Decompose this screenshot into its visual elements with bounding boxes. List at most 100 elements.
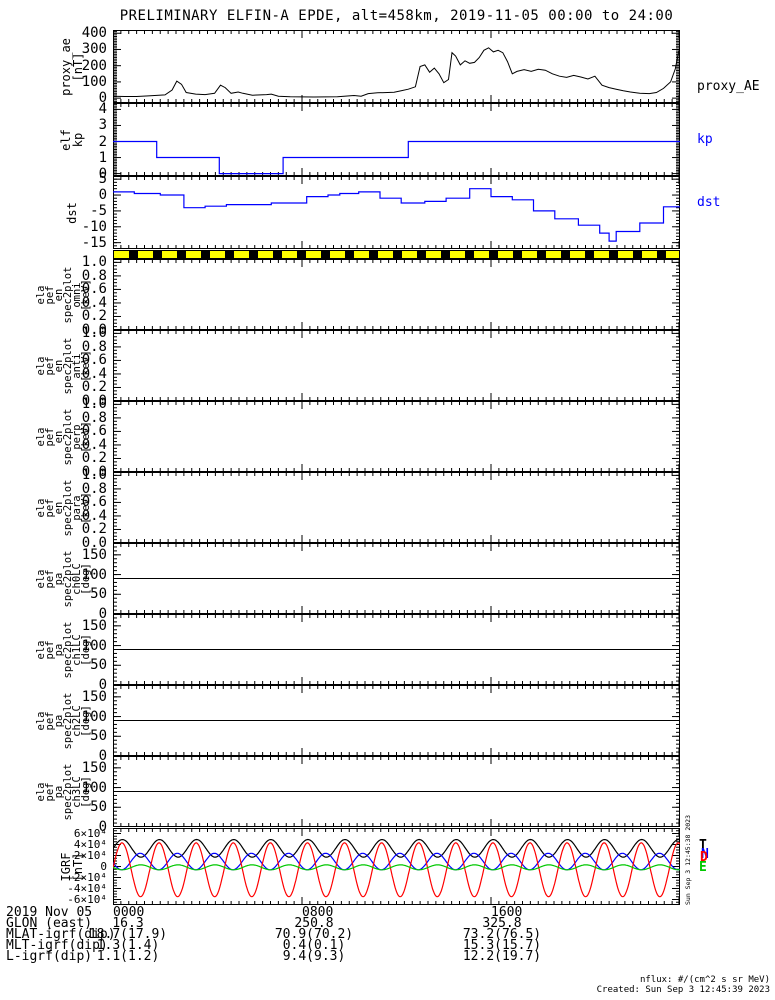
- igrf-legend-T: T: [699, 838, 707, 853]
- y-tick-label: 0.4: [81, 436, 107, 453]
- y-tick-label: 0.2: [81, 379, 107, 396]
- axis-row-value: 18.7(17.9): [88, 927, 168, 942]
- plot-title: PRELIMINARY ELFIN-A EPDE, alt=458km, 201…: [119, 8, 674, 24]
- y-tick-label: 0.4: [81, 507, 107, 524]
- panel-ela_pef_en_spec2plot_anti: [113, 330, 680, 401]
- panel-dst: [113, 176, 680, 249]
- y-axis-label-ela_pef_en_spec2plot_anti: ela pef en spec2plot anti [keV]: [35, 337, 92, 394]
- y-axis-label-dst: dst: [65, 201, 79, 224]
- igrf-legend-D: D: [700, 850, 708, 865]
- y-tick-label: 400: [81, 25, 107, 42]
- y-axis-label-ela_pef_en_spec2plot_omni: ela pef en spec2plot omni [keV]: [35, 266, 92, 323]
- igrf-legend-E: E: [699, 860, 707, 875]
- y-tick-label: 0.8: [81, 267, 107, 284]
- y-tick-label: 0.0: [81, 322, 107, 338]
- series-proxy_ae: [113, 47, 680, 98]
- y-tick-label: 1.0: [81, 254, 107, 271]
- y-tick-label: -15: [81, 234, 107, 251]
- axis-row-value: 70.9(70.2): [274, 927, 354, 942]
- y-axis-label-ela_pef_pa_spec2plot_ch3LC: ela pef pa spec2plot ch3LC [deg]: [35, 763, 92, 820]
- panel-igrf: [113, 828, 680, 905]
- y-tick-label: 1: [98, 149, 107, 166]
- y-tick-label: 100: [81, 708, 107, 725]
- y-tick-label: 0.4: [81, 365, 107, 382]
- y-tick-label: -10: [81, 218, 107, 235]
- y-tick-label: 100: [81, 566, 107, 583]
- y-tick-label: 1.0: [81, 325, 107, 342]
- y-tick-label: 0.8: [81, 409, 107, 426]
- axis-row-label-glon: GLON (east): [6, 916, 93, 931]
- axis-row-value: 250.8: [294, 916, 334, 931]
- axis-row-label-lshell: L-igrf(dip): [6, 949, 93, 964]
- panel-ela_pef_en_spec2plot_para: [113, 472, 680, 543]
- y-tick-label: 0.0: [81, 464, 107, 480]
- y-axis-label-ela_pef_en_spec2plot_para: ela pef en spec2plot para [keV]: [35, 479, 92, 536]
- y-tick-label: 6×10⁴: [73, 826, 107, 840]
- trace-label-dst: dst: [697, 195, 721, 210]
- y-tick-label: 150: [81, 688, 107, 705]
- y-tick-label: 50: [90, 657, 107, 674]
- y-tick-label: 0: [98, 606, 107, 622]
- y-tick-label: 0.0: [81, 393, 107, 409]
- panel-ela_pef_en_spec2plot_omni: [113, 259, 680, 330]
- axis-row-value: 16.3: [112, 916, 144, 931]
- y-tick-label: 0.2: [81, 308, 107, 325]
- y-tick-label: 0: [100, 859, 107, 873]
- panel-kp: [113, 103, 680, 176]
- y-tick-label: 0.6: [81, 423, 107, 440]
- y-tick-label: 0.6: [81, 352, 107, 369]
- y-tick-label: 0: [98, 819, 107, 835]
- axis-row-value: 0.4(0.1): [282, 938, 346, 953]
- y-tick-label: -5: [90, 202, 107, 219]
- y-tick-label: -6×10⁴: [67, 892, 107, 906]
- y-tick-label: 2: [98, 133, 107, 150]
- y-axis-label-ela_pef_pa_spec2plot_ch0LC: ela pef pa spec2plot ch0LC [deg]: [35, 550, 92, 607]
- axis-row-label-mlat: MLAT-igrf(dip): [6, 927, 116, 942]
- series-dst: [113, 188, 680, 242]
- panel-ela_pef_pa_spec2plot_ch2LC: [113, 685, 680, 756]
- y-tick-label: 100: [81, 637, 107, 654]
- y-axis-label-igrf: IGRF [nT]: [59, 852, 85, 881]
- y-tick-label: 4×10⁴: [73, 837, 107, 851]
- y-tick-label: 0.2: [81, 450, 107, 467]
- panel-ela_pef_pa_spec2plot_ch0LC: [113, 543, 680, 614]
- y-tick-label: -2×10⁴: [67, 870, 107, 884]
- axis-row-value: 1.3(1.4): [96, 938, 160, 953]
- trace-label-proxy_ae: proxy_AE: [697, 79, 760, 94]
- y-tick-label: 0.8: [81, 480, 107, 497]
- trace-label-kp: kp: [697, 132, 713, 147]
- panel-ela_pef_pa_spec2plot_ch3LC: [113, 756, 680, 827]
- series-igrf-D: [113, 842, 680, 898]
- y-tick-label: 0.8: [81, 338, 107, 355]
- y-tick-label: 50: [90, 728, 107, 745]
- y-tick-label: 200: [81, 57, 107, 74]
- time-tick-1600: 1600: [491, 905, 523, 920]
- axis-row-value: 1.1(1.2): [96, 949, 160, 964]
- time-tick-0000: 0000: [113, 905, 145, 920]
- time-axis-date: 2019 Nov 05: [6, 905, 93, 920]
- axis-row-value: 73.2(76.5): [462, 927, 542, 942]
- y-axis-label-ela_pef_pa_spec2plot_ch2LC: ela pef pa spec2plot ch2LC [deg]: [35, 692, 92, 749]
- y-tick-label: 0.4: [81, 294, 107, 311]
- y-tick-label: 0.2: [81, 521, 107, 538]
- y-tick-label: 50: [90, 586, 107, 603]
- y-tick-label: 0: [98, 748, 107, 764]
- series-igrf-N: [113, 852, 680, 871]
- time-tick-0800: 0800: [302, 905, 334, 920]
- axis-row-label-mlt: MLT-igrf(dip): [6, 938, 108, 953]
- panel-ela_pef_pa_spec2plot_ch1LC: [113, 614, 680, 685]
- y-tick-label: 1.0: [81, 467, 107, 484]
- y-tick-label: 0.6: [81, 494, 107, 511]
- y-tick-label: 100: [81, 73, 107, 90]
- footer-created: Created: Sun Sep 3 12:45:39 2023: [596, 985, 770, 995]
- y-tick-label: 0: [98, 165, 107, 182]
- y-tick-label: 0.6: [81, 281, 107, 298]
- y-tick-label: 1.0: [81, 396, 107, 413]
- y-tick-label: 0: [98, 90, 107, 107]
- y-tick-label: 5: [98, 171, 107, 188]
- panel-proxy_ae: [113, 30, 680, 103]
- fast-survey-availability-bar: [113, 250, 680, 259]
- y-axis-label-ela_pef_en_spec2plot_perp: ela pef en spec2plot perp [keV]: [35, 408, 92, 465]
- y-tick-label: 50: [90, 799, 107, 816]
